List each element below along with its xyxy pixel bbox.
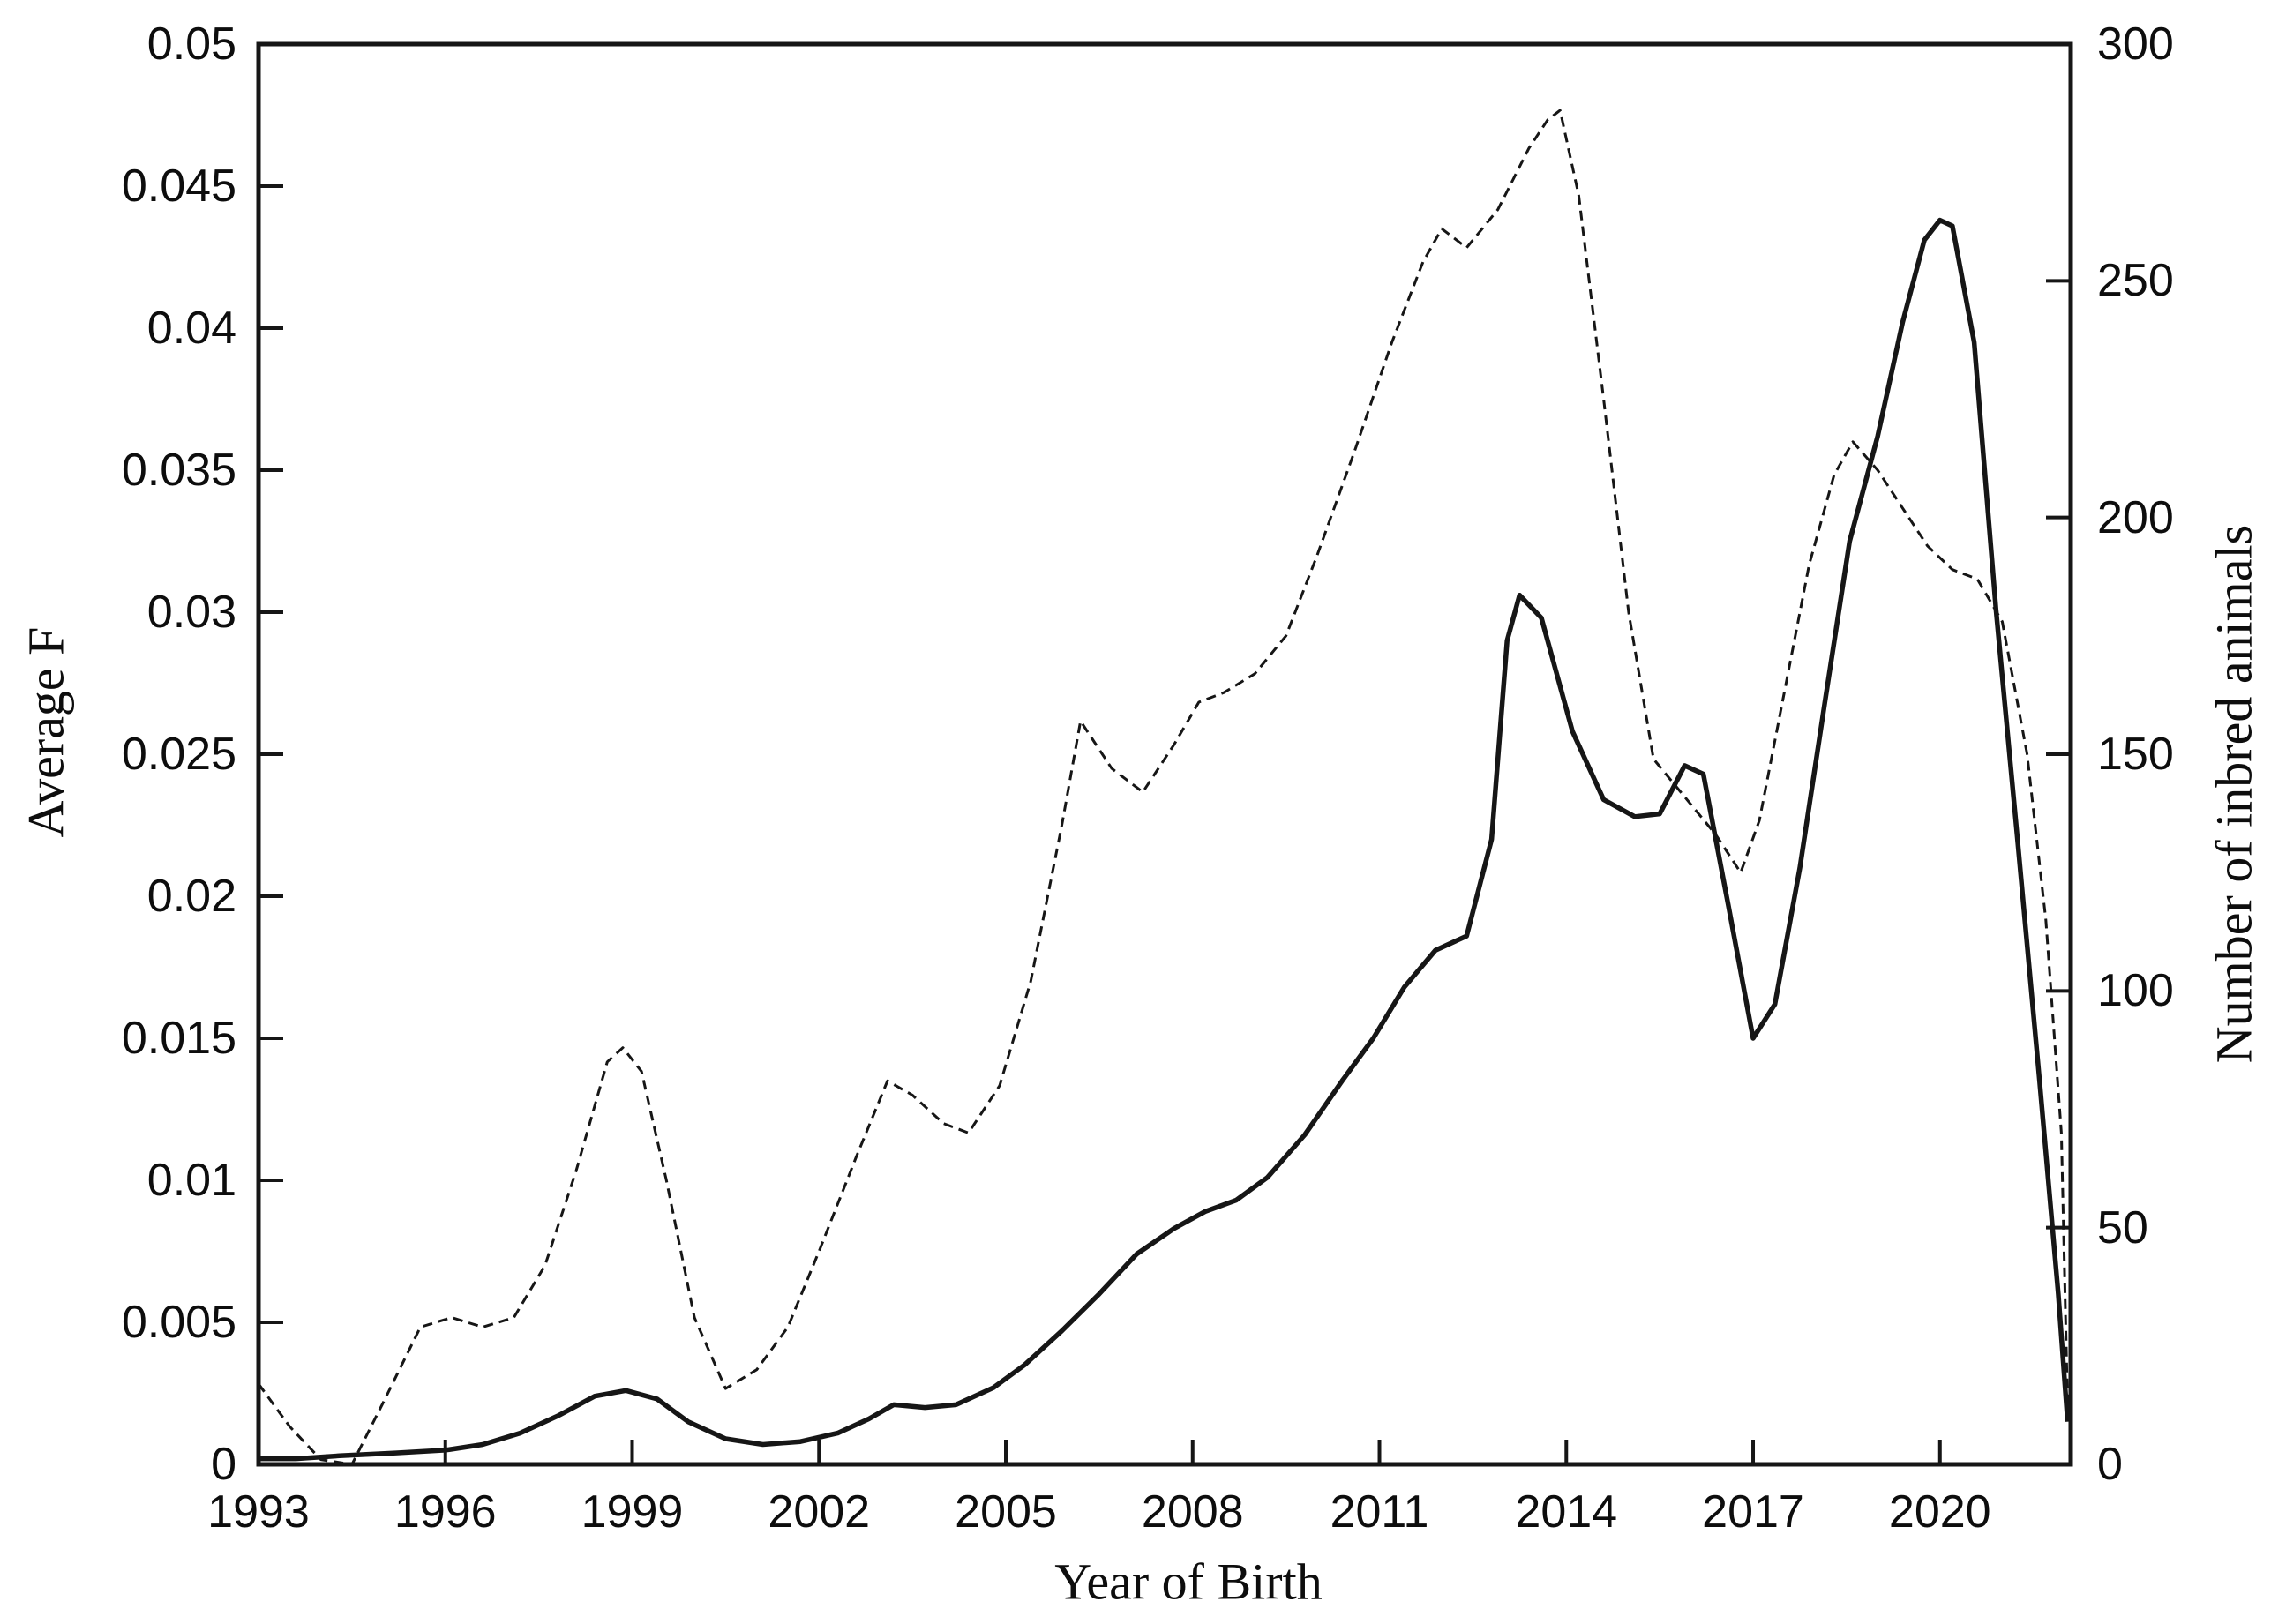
left-axis-tick-label: 0.01 [146,1155,236,1206]
left-axis-tick-label: 0.005 [121,1297,236,1348]
left-axis-tick-label: 0.035 [121,445,236,496]
left-axis-tick-label: 0.03 [146,587,236,638]
x-axis-tick-label: 2002 [768,1486,871,1538]
x-axis-tick-label: 2011 [1330,1486,1429,1538]
right-axis-tick-label: 200 [2097,491,2174,543]
right-axis-tick-label: 150 [2097,729,2174,780]
right-axis-tick-label: 300 [2097,19,2174,70]
right-axis-title: Number of inbred animals [2205,524,2263,1064]
series-line-left [259,217,2071,1462]
series-line-right [257,109,2069,1466]
x-axis-tick-label: 1996 [393,1486,497,1538]
x-axis-tick-label: 2020 [1888,1486,1991,1538]
right-axis-tick-label: 50 [2097,1201,2148,1254]
left-axis-tick-label: 0.025 [121,729,236,780]
x-axis-tick-label: 2017 [1702,1486,1804,1538]
right-axis-tick-label: 100 [2097,965,2174,1017]
left-axis-tick-label: 0.045 [121,161,236,212]
right-axis-tick-label: 250 [2097,255,2174,307]
x-axis-tick-label: 1993 [207,1486,310,1538]
x-axis-tick-label: 2014 [1515,1486,1618,1538]
left-axis-tick-label: 0.02 [146,871,236,922]
x-axis-tick-label: 1999 [581,1486,684,1538]
left-axis-tick-label: 0 [211,1439,236,1490]
x-axis-tick-label: 2005 [955,1486,1057,1538]
left-axis-tick-label: 0.04 [146,303,236,354]
left-axis-tick-label: 0.05 [146,19,236,70]
plot-border [256,41,2073,1467]
x-axis-tick-label: 2008 [1141,1486,1244,1538]
left-axis-tick-label: 0.015 [121,1013,236,1064]
x-axis-title: Year of Birth [1054,1553,1323,1611]
right-axis-tick-label: 0 [2097,1439,2123,1490]
